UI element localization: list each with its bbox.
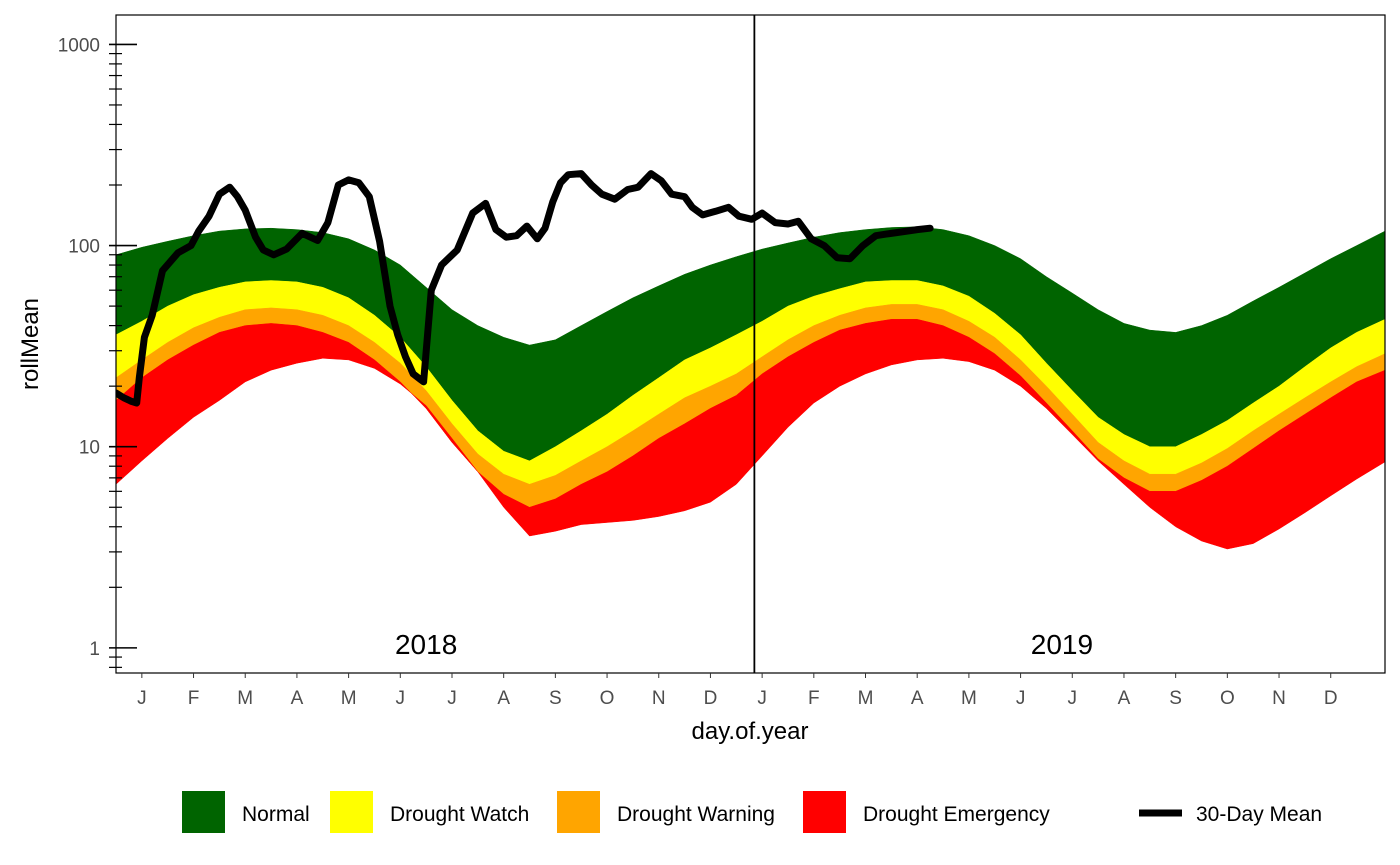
x-tick-label: M <box>341 688 357 709</box>
year-label: 2019 <box>1031 629 1093 660</box>
x-tick-label: D <box>1324 688 1338 709</box>
legend-key-normal <box>182 791 225 833</box>
x-tick-label: M <box>961 688 977 709</box>
year-labels: 2018 2019 <box>395 629 1093 660</box>
y-tick-label: 10 <box>79 438 100 459</box>
legend-label-drought-emergency: Drought Emergency <box>863 803 1050 826</box>
x-tick-label: S <box>1169 688 1182 709</box>
year-label: 2018 <box>395 629 457 660</box>
x-axis-title: day.of.year <box>692 718 809 745</box>
x-tick-label: F <box>188 688 200 709</box>
x-tick-label: J <box>447 688 457 709</box>
x-tick-label: J <box>137 688 147 709</box>
legend-key-drought-warning <box>557 791 600 833</box>
x-tick-label: M <box>858 688 874 709</box>
legend-label-30-day-mean: 30-Day Mean <box>1196 803 1322 826</box>
x-tick-label: S <box>549 688 562 709</box>
x-tick-label: F <box>808 688 820 709</box>
x-tick-label: M <box>237 688 253 709</box>
legend-label-drought-watch: Drought Watch <box>390 803 529 826</box>
x-tick-label: O <box>600 688 615 709</box>
x-tick-label: N <box>1272 688 1286 709</box>
legend: Normal Drought Watch Drought Warning Drough… <box>182 791 1322 833</box>
x-tick-label: O <box>1220 688 1235 709</box>
x-tick-label: A <box>291 688 304 709</box>
legend-key-drought-emergency <box>803 791 846 833</box>
x-tick-label: D <box>704 688 718 709</box>
band-drought-emergency <box>116 319 1385 550</box>
x-tick-label: J <box>1068 688 1078 709</box>
y-axis: 1 10 100 1000 <box>58 35 137 668</box>
plot-border <box>115 14 1386 674</box>
legend-key-drought-watch <box>330 791 373 833</box>
y-tick-label: 1000 <box>58 35 100 56</box>
legend-label-normal: Normal <box>242 803 310 826</box>
legend-label-drought-warning: Drought Warning <box>617 803 775 826</box>
x-tick-label: J <box>1016 688 1026 709</box>
drought-bands <box>116 226 1385 550</box>
y-tick-label: 100 <box>68 237 100 258</box>
x-tick-label: A <box>911 688 924 709</box>
y-axis-title: rollMean <box>17 298 44 390</box>
x-tick-label: A <box>497 688 510 709</box>
x-tick-label: N <box>652 688 666 709</box>
y-tick-label: 1 <box>89 639 100 660</box>
series-layer <box>116 170 934 407</box>
x-tick-label: J <box>396 688 406 709</box>
x-tick-label: A <box>1118 688 1131 709</box>
series-30-day-mean-line <box>116 170 934 407</box>
x-tick-label: J <box>757 688 767 709</box>
